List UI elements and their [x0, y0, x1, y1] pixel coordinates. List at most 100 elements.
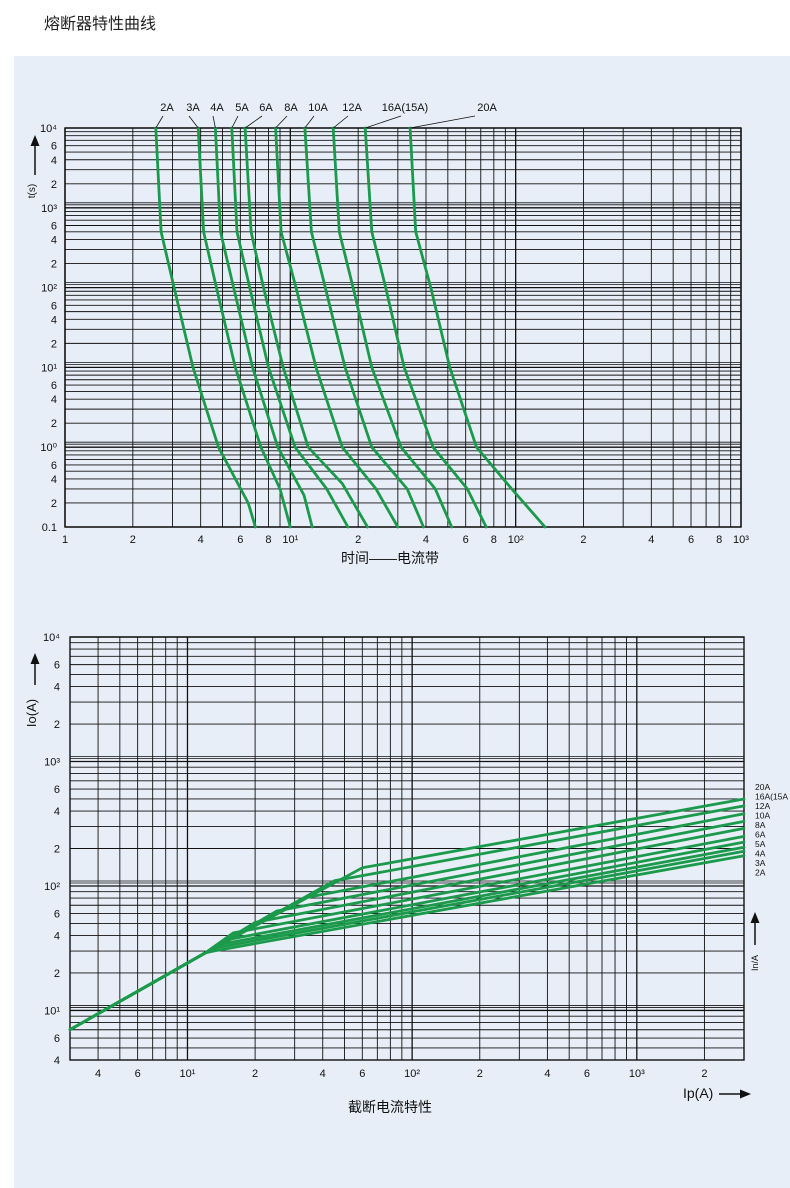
leader-line	[332, 115, 349, 129]
x-tick-label: 6	[584, 1068, 590, 1080]
y-tick-label: 10¹	[44, 1005, 60, 1017]
x-tick-label: 10¹	[180, 1068, 196, 1080]
y-tick-label: 10⁰	[40, 442, 57, 454]
y-tick-label: 0.1	[42, 522, 57, 534]
leader-line	[231, 115, 239, 129]
series-label: 2A	[160, 102, 174, 114]
x-tick-label: 6	[359, 1068, 365, 1080]
leader-line	[212, 115, 216, 129]
series-label: 8A	[284, 102, 298, 114]
chart2-y-ticks: 4 6 10¹ 2 4 6 10² 2 4 6 10³ 2 4 6 10⁴	[43, 632, 60, 1067]
x-tick-label: 2	[580, 534, 586, 546]
chart2-y-axis-label: Io(A)	[24, 699, 39, 727]
leader-line	[275, 115, 288, 129]
series-label: 3A	[186, 102, 200, 114]
y-tick-label: 4	[51, 474, 57, 486]
chart2-curves	[68, 797, 746, 1032]
x-tick-label: 4	[198, 534, 204, 546]
y-tick-label: 2	[51, 498, 57, 510]
series-label: 5A	[235, 102, 249, 114]
leader-line	[188, 115, 199, 129]
series-label: 10A	[755, 811, 770, 821]
arrow-right-icon	[719, 1089, 751, 1099]
y-tick-label: 6	[54, 660, 60, 672]
y-tick-label: 4	[51, 155, 57, 167]
y-tick-label: 2	[54, 968, 60, 980]
x-tick-label: 2	[701, 1068, 707, 1080]
x-tick-label: 6	[135, 1068, 141, 1080]
series-label: 6A	[755, 830, 766, 840]
curve-3A	[196, 126, 292, 529]
series-label: 4A	[755, 849, 766, 859]
chart2-x-ticks: 4 6 10¹ 2 4 6 10² 2 4 6 10³ 2	[95, 1068, 707, 1080]
x-tick-label: 8	[716, 534, 722, 546]
x-tick-label: 2	[477, 1068, 483, 1080]
y-tick-label: 4	[54, 806, 60, 818]
y-tick-label: 10³	[44, 756, 60, 768]
series-label: 12A	[755, 801, 770, 811]
y-tick-label: 2	[51, 259, 57, 271]
y-tick-label: 10⁴	[40, 123, 57, 135]
curve-10A	[303, 126, 425, 529]
series-label: 8A	[755, 820, 766, 830]
x-tick-label: 4	[95, 1068, 101, 1080]
curve-20A	[408, 126, 547, 529]
y-tick-label: 2	[51, 179, 57, 191]
curve-6A	[243, 126, 369, 529]
x-tick-label: 4	[648, 534, 654, 546]
chart2-right-axis-label: In/A	[750, 955, 760, 971]
y-tick-label: 2	[51, 338, 57, 350]
y-tick-label: 4	[54, 931, 60, 943]
curve-4A	[214, 126, 314, 529]
series-label: 4A	[210, 102, 224, 114]
leader-line	[155, 115, 164, 129]
chart1-y-axis-label: t(s)	[27, 184, 38, 198]
chart2-x-axis-label: Ip(A)	[683, 1085, 713, 1101]
series-label: 5A	[755, 839, 766, 849]
x-tick-label: 6	[463, 534, 469, 546]
x-tick-label: 10²	[404, 1068, 420, 1080]
series-label: 10A	[308, 102, 328, 114]
curve-2A	[154, 126, 257, 529]
chart1-y-ticks: 0.1 2 4 6 10⁰ 2 4 6 10¹ 2 4 6 10² 2 4 6 10³ 2 4 6 10⁴	[40, 123, 58, 534]
chart2-grid	[69, 636, 745, 1061]
chart1-curves	[154, 126, 547, 529]
x-tick-label: 2	[130, 534, 136, 546]
x-tick-label: 4	[320, 1068, 326, 1080]
y-tick-label: 6	[54, 909, 60, 921]
chart1-series-labels: 2A 3A 4A 5A 6A 8A 10A 12A 16A(15A) 20A	[155, 102, 497, 129]
x-tick-label: 2	[355, 534, 361, 546]
y-tick-label: 2	[54, 844, 60, 856]
x-tick-label: 2	[252, 1068, 258, 1080]
y-tick-label: 4	[54, 682, 60, 694]
y-tick-label: 6	[54, 784, 60, 796]
y-tick-label: 4	[51, 235, 57, 247]
page-title: 熔断器特性曲线	[44, 14, 157, 33]
arrow-up-icon	[30, 135, 40, 175]
y-tick-label: 6	[51, 460, 57, 472]
x-tick-label: 6	[688, 534, 694, 546]
chart2-caption: 截断电流特性	[348, 1099, 432, 1115]
leader-line	[365, 115, 402, 129]
x-tick-label: 10³	[733, 534, 749, 546]
series-label: 2A	[755, 868, 766, 878]
leader-line	[304, 115, 315, 129]
series-label: 16A(15A	[755, 792, 788, 802]
leader-line	[244, 115, 263, 129]
x-tick-label: 4	[544, 1068, 550, 1080]
y-tick-label: 6	[51, 300, 57, 312]
y-tick-label: 6	[51, 221, 57, 233]
y-tick-label: 6	[51, 380, 57, 392]
y-tick-label: 10³	[41, 203, 57, 215]
curve-2A	[68, 854, 746, 1032]
arrow-up-icon	[750, 912, 760, 945]
x-tick-label: 1	[62, 534, 68, 546]
x-tick-label: 10¹	[282, 534, 298, 546]
y-tick-label: 4	[54, 1055, 60, 1067]
y-tick-label: 4	[51, 394, 57, 406]
y-tick-label: 10⁴	[43, 632, 60, 644]
time-current-chart: 1 2 4 6 8 10¹ 2 4 6 8 10² 2 4 6 8 10³ 0.1 2 4 6 10⁰ 2 4 6 10¹ 2 4…	[27, 102, 749, 566]
x-tick-label: 6	[237, 534, 243, 546]
